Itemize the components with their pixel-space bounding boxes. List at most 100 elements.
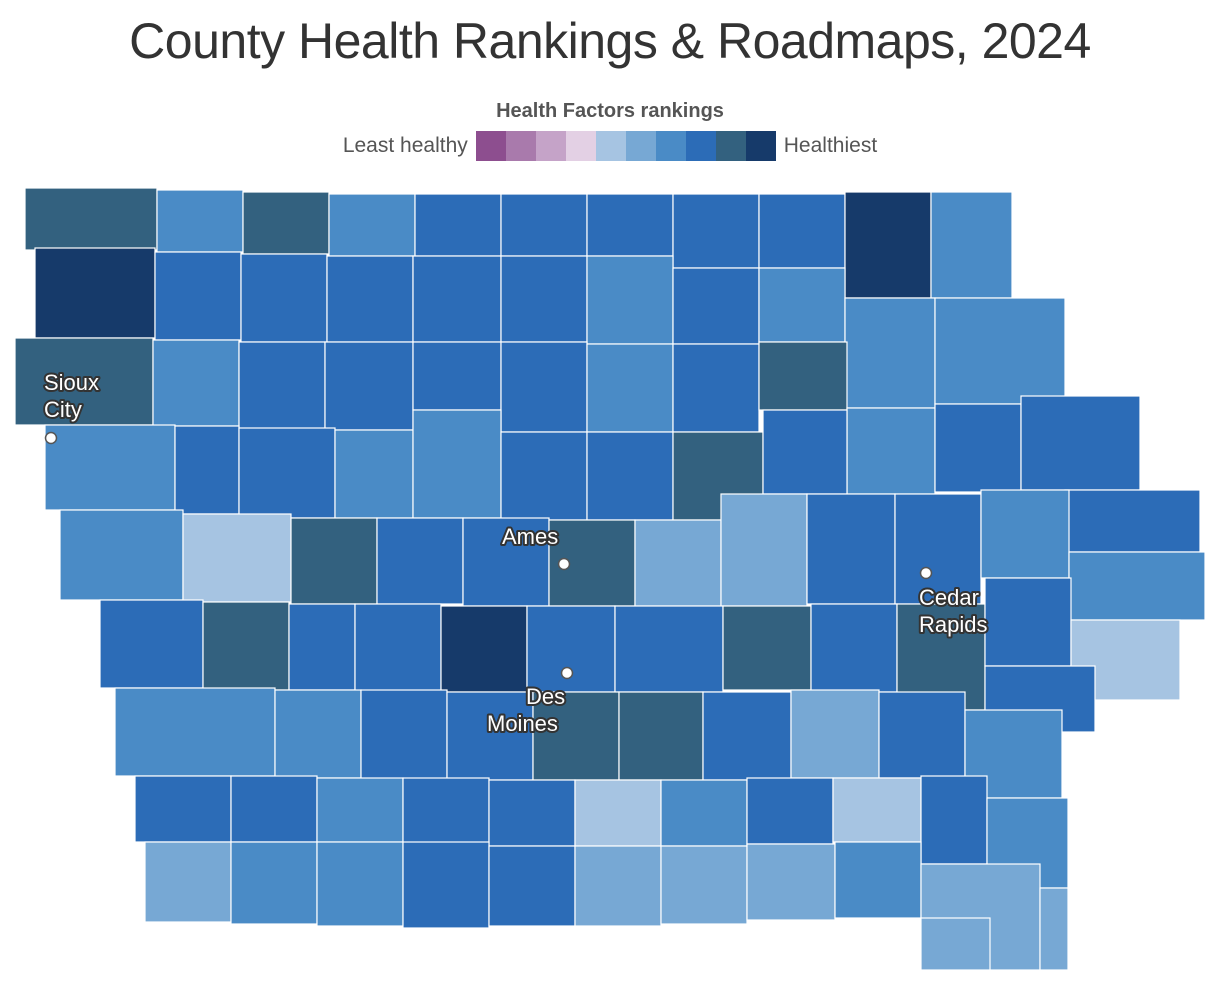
county-14 xyxy=(240,253,328,343)
county-80 xyxy=(134,775,232,843)
county-55 xyxy=(980,489,1070,579)
county-102 xyxy=(1039,887,1069,971)
county-96 xyxy=(574,845,662,927)
county-83 xyxy=(402,777,490,845)
city-label-ames: Ames xyxy=(502,524,558,549)
county-26 xyxy=(412,341,502,411)
county-3 xyxy=(242,191,330,255)
county-4 xyxy=(328,193,416,257)
county-47 xyxy=(290,517,378,605)
legend-title: Health Factors rankings xyxy=(496,100,724,122)
county-64 xyxy=(722,605,812,691)
legend: Health Factors rankings Least healthy He… xyxy=(0,100,1220,161)
county-7 xyxy=(586,193,674,257)
county-59 xyxy=(288,603,356,691)
county-1 xyxy=(24,187,158,251)
legend-swatch-4 xyxy=(565,131,596,161)
legend-swatch-8 xyxy=(685,131,716,161)
county-23 xyxy=(152,339,240,427)
county-89 xyxy=(920,775,988,865)
county-27 xyxy=(500,341,588,433)
county-97 xyxy=(660,845,748,925)
county-34 xyxy=(174,425,240,515)
county-56 xyxy=(1068,551,1206,621)
county-94 xyxy=(402,841,490,929)
county-29 xyxy=(672,343,760,433)
county-39 xyxy=(586,431,674,521)
county-95 xyxy=(488,845,576,927)
county-36 xyxy=(334,429,414,519)
legend-swatch-5 xyxy=(595,131,626,161)
city-label-des-moines: Des Moines xyxy=(487,684,571,736)
county-57 xyxy=(99,599,204,689)
county-67 xyxy=(984,577,1072,667)
county-18 xyxy=(586,255,674,345)
county-71 xyxy=(274,689,362,779)
county-60 xyxy=(354,603,442,693)
county-93 xyxy=(316,841,404,927)
county-77 xyxy=(790,689,880,779)
county-15 xyxy=(326,255,414,343)
county-30 xyxy=(758,341,848,411)
iowa-county-map: Sioux City Ames Des Moines Cedar Rapids xyxy=(14,187,1206,971)
city-label-sioux-city: Sioux City xyxy=(44,370,105,422)
county-16 xyxy=(412,255,502,343)
map-title: County Health Rankings & Roadmaps, 2024 xyxy=(129,13,1091,69)
county-37 xyxy=(412,409,502,519)
county-38 xyxy=(500,431,588,521)
county-10 xyxy=(844,191,932,299)
county-72 xyxy=(360,689,448,781)
county-54 xyxy=(894,493,982,605)
county-76 xyxy=(702,691,792,781)
county-84 xyxy=(488,779,576,847)
county-24 xyxy=(238,341,326,431)
county-19 xyxy=(672,267,760,345)
city-dot-cedar-rapids xyxy=(919,566,933,580)
county-48 xyxy=(376,517,464,605)
county-99 xyxy=(834,841,922,919)
county-46 xyxy=(182,513,292,603)
county-62 xyxy=(526,605,616,693)
county-31 xyxy=(934,297,1066,405)
county-73 xyxy=(446,691,534,781)
city-dot-sioux-city xyxy=(44,431,58,445)
city-dot-des-moines xyxy=(560,666,574,680)
legend-swatch-3 xyxy=(535,131,566,161)
county-44 xyxy=(1064,489,1201,553)
county-53 xyxy=(806,493,896,605)
county-35 xyxy=(238,427,336,519)
county-86 xyxy=(660,779,748,847)
county-75 xyxy=(618,691,704,781)
county-61 xyxy=(440,605,528,693)
legend-swatch-1 xyxy=(475,131,506,161)
county-101 xyxy=(920,917,991,971)
legend-swatch-7 xyxy=(655,131,686,161)
county-13 xyxy=(154,251,242,341)
legend-swatch-2 xyxy=(505,131,536,161)
county-92 xyxy=(230,841,318,925)
county-88 xyxy=(832,777,922,843)
county-70 xyxy=(114,687,276,777)
county-6 xyxy=(500,193,588,257)
county-45 xyxy=(59,509,184,601)
city-label-cedar-rapids: Cedar Rapids xyxy=(919,585,987,637)
legend-low-label: Least healthy xyxy=(342,134,468,157)
county-87 xyxy=(746,777,834,845)
legend-swatch-10 xyxy=(745,131,776,161)
county-65 xyxy=(810,603,898,693)
county-8 xyxy=(672,193,760,269)
county-17 xyxy=(500,255,588,343)
county-91 xyxy=(144,841,232,923)
county-49 xyxy=(462,517,550,607)
county-63 xyxy=(614,605,724,693)
county-78 xyxy=(878,691,966,779)
county-42 xyxy=(934,403,1022,493)
county-51 xyxy=(634,519,722,607)
county-85 xyxy=(574,779,662,847)
county-20 xyxy=(758,267,846,343)
county-81 xyxy=(230,775,318,843)
county-2 xyxy=(156,189,244,253)
legend-swatch-6 xyxy=(625,131,656,161)
county-21 xyxy=(844,297,936,409)
county-98 xyxy=(746,843,836,921)
